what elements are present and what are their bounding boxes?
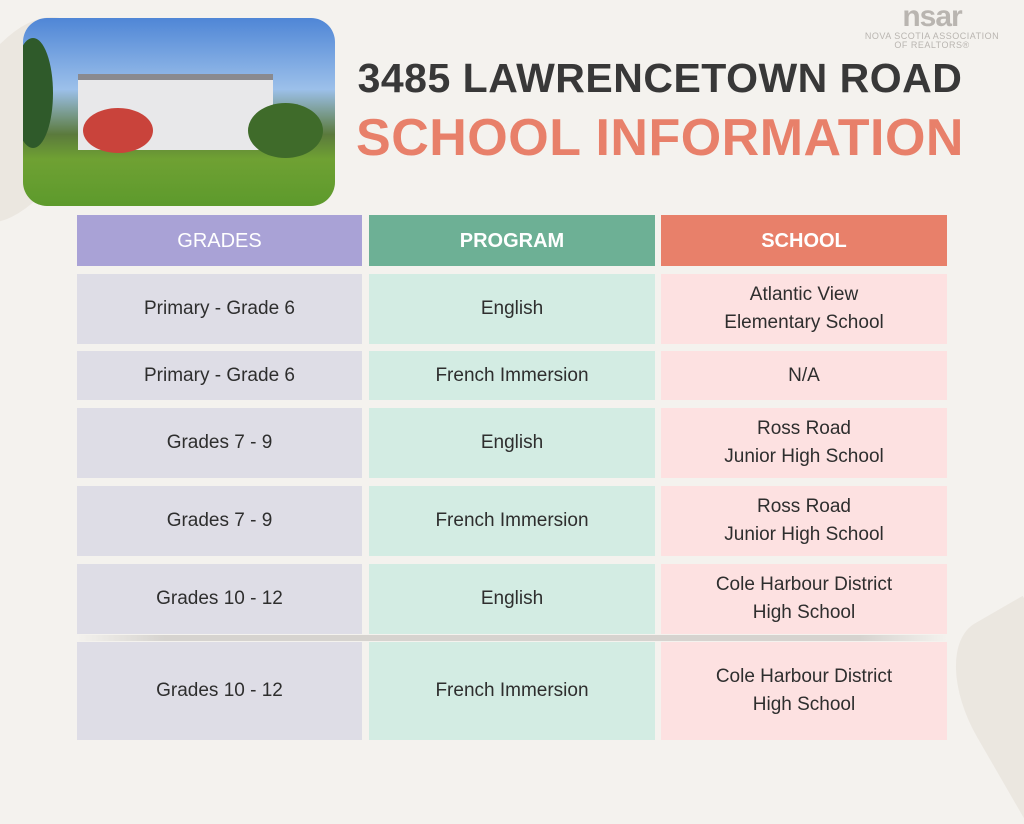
grades-cell: Primary - Grade 6 xyxy=(77,274,362,344)
red-bush xyxy=(83,108,153,153)
divider-shadow xyxy=(77,635,947,641)
school-name-line: Ross Road xyxy=(757,418,851,439)
house-photo xyxy=(23,18,335,206)
grades-cell: Primary - Grade 6 xyxy=(77,351,362,400)
page-title: 3485 LAWRENCETOWN ROAD xyxy=(357,55,963,101)
school-cell: Cole Harbour District High School xyxy=(661,564,947,634)
header-grades: GRADES xyxy=(77,215,362,266)
program-cell: English xyxy=(369,564,655,634)
grades-cell: Grades 10 - 12 xyxy=(77,564,362,634)
school-name-line: Atlantic View xyxy=(749,284,859,305)
school-cell: Cole Harbour District High School xyxy=(661,642,947,740)
page-subtitle: SCHOOL INFORMATION xyxy=(356,109,964,167)
school-name-line: Ross Road xyxy=(757,496,851,517)
school-name-line: Cole Harbour District xyxy=(715,666,893,687)
program-cell: French Immersion xyxy=(369,642,655,740)
program-cell: English xyxy=(369,274,655,344)
program-cell: French Immersion xyxy=(369,486,655,556)
nsar-logo: nsar NOVA SCOTIA ASSOCIATION OF REALTORS… xyxy=(852,2,1012,50)
header-school: SCHOOL xyxy=(661,215,947,266)
grades-cell: Grades 7 - 9 xyxy=(77,408,362,478)
program-cell: English xyxy=(369,408,655,478)
tree xyxy=(23,38,53,148)
school-name-line: Junior High School xyxy=(724,524,884,545)
school-cell: Ross Road Junior High School xyxy=(661,408,947,478)
school-name-line: Cole Harbour District xyxy=(715,574,893,595)
program-cell: French Immersion xyxy=(369,351,655,400)
school-name-line: Elementary School xyxy=(724,312,884,333)
logo-line-1: NOVA SCOTIA ASSOCIATION xyxy=(864,31,1000,41)
green-bush xyxy=(248,103,323,158)
school-cell: Ross Road Junior High School xyxy=(661,486,947,556)
school-name-line: High School xyxy=(752,694,856,715)
school-name-line: Junior High School xyxy=(724,446,884,467)
logo-mark: nsar xyxy=(902,0,962,33)
school-name-line: High School xyxy=(752,602,856,623)
school-name-line: N/A xyxy=(788,364,820,386)
grades-cell: Grades 10 - 12 xyxy=(77,642,362,740)
logo-line-2: OF REALTORS® xyxy=(894,40,970,50)
school-cell: Atlantic View Elementary School xyxy=(661,274,947,344)
header-program: PROGRAM xyxy=(369,215,655,266)
grades-cell: Grades 7 - 9 xyxy=(77,486,362,556)
school-cell: N/A xyxy=(661,351,947,400)
